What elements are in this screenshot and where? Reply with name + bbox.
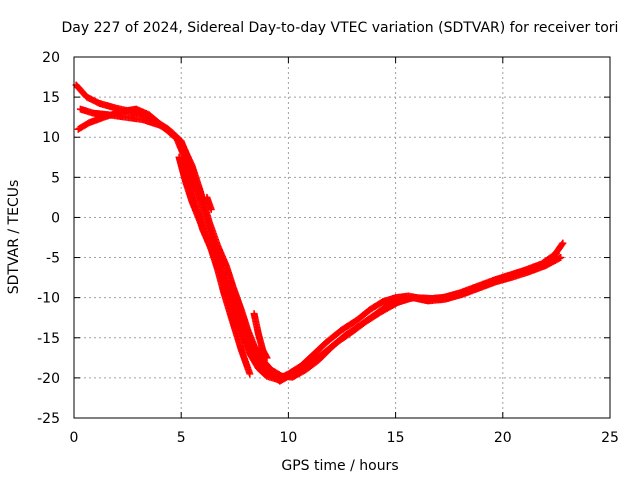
- data-point: [559, 239, 567, 247]
- x-tick-label: 25: [601, 430, 619, 446]
- x-tick-label: 10: [279, 430, 297, 446]
- data-point: [246, 370, 254, 378]
- plot-frame: [73, 56, 611, 419]
- y-tick-label: 15: [42, 90, 60, 106]
- data-point: [558, 240, 566, 248]
- y-tick-label: -20: [37, 371, 60, 387]
- series-track-b: [76, 105, 567, 381]
- data-point: [263, 354, 271, 362]
- x-tick-label: 0: [70, 430, 79, 446]
- grid-layer: [74, 57, 610, 418]
- series-track-c: [74, 105, 565, 385]
- data-point: [207, 205, 215, 213]
- data-point: [557, 254, 565, 262]
- y-tick-label: -5: [46, 251, 60, 267]
- x-tick-label: 5: [177, 430, 186, 446]
- x-tick-label: 15: [387, 430, 405, 446]
- series-segment-e: [203, 193, 215, 213]
- series-segment-d: [175, 153, 254, 378]
- y-tick-label: 20: [42, 50, 60, 66]
- y-tick-label: 5: [51, 170, 60, 186]
- series-segment-f: [250, 310, 271, 362]
- data-layer: [72, 81, 567, 385]
- y-tick-label: -10: [37, 291, 60, 307]
- y-axis-label: SDTVAR / TECUs: [6, 180, 22, 295]
- y-tick-label: -25: [37, 411, 60, 427]
- x-axis-label: GPS time / hours: [281, 458, 398, 474]
- y-tick-label: -15: [37, 331, 60, 347]
- y-tick-label: 0: [51, 210, 60, 226]
- chart-title: Day 227 of 2024, Sidereal Day-to-day VTE…: [62, 20, 619, 36]
- x-tick-label: 20: [494, 430, 512, 446]
- y-tick-label: 10: [42, 130, 60, 146]
